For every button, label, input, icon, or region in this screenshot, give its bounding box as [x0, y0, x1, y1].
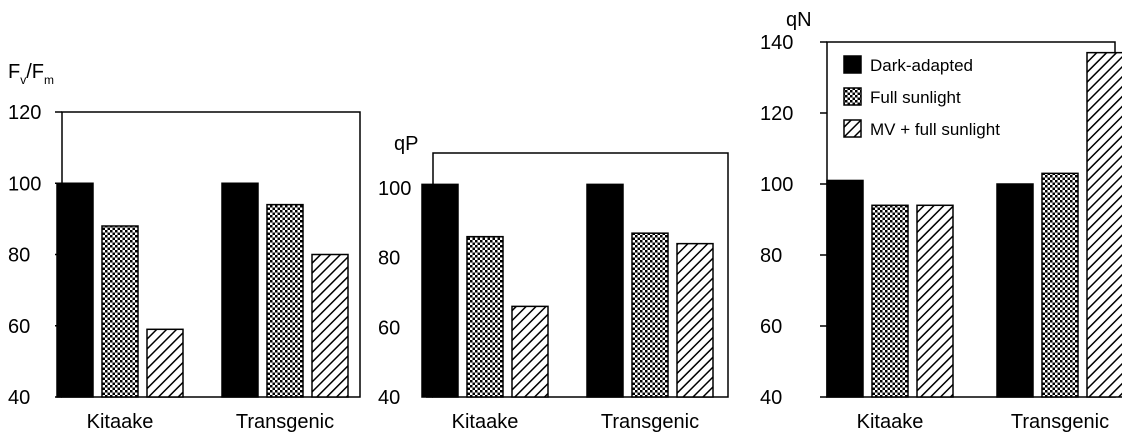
y-tick-label: 100: [8, 173, 41, 195]
panel-fvfm: Fv/Fm 40 60 80 100 120 Kitaake Transgenic: [8, 61, 361, 433]
x-ticks: Kitaake Transgenic: [452, 411, 699, 433]
x-ticks: Kitaake Transgenic: [87, 411, 334, 433]
bar-transgenic-dark-adapted: [221, 182, 259, 398]
bar-kitaake-dark-adapted: [826, 179, 864, 398]
bar-kitaake-mv-full-sunlight: [511, 305, 549, 398]
y-tick-label: 80: [378, 248, 400, 270]
legend-item-dark-adapted: Dark-adapted: [843, 55, 973, 75]
panel-qn: qN 40 60 80 100 120 140 Kitaake Transgenic Dar…: [760, 9, 1122, 433]
y-axis-label: qP: [394, 133, 418, 155]
legend-swatch-hatch: [843, 119, 862, 138]
y-tick-label: 80: [8, 245, 30, 267]
legend-label: Full sunlight: [870, 88, 961, 107]
y-tick-label: 100: [760, 174, 793, 196]
bar-transgenic-dark-adapted: [586, 183, 624, 398]
y-tick-label: 60: [760, 316, 782, 338]
bar-transgenic-full-sunlight: [1041, 172, 1079, 398]
x-ticks: Kitaake Transgenic: [857, 411, 1109, 433]
y-tick-label: 100: [378, 178, 411, 200]
panel-qp: qP 40 60 80 100 Kitaake Transgenic: [378, 133, 729, 433]
bars: [56, 182, 349, 398]
y-axis-label: Fv/Fm: [8, 61, 54, 87]
bar-kitaake-mv-full-sunlight: [916, 204, 954, 398]
bar-kitaake-dark-adapted: [56, 182, 94, 398]
y-tick-label: 140: [760, 32, 793, 54]
y-tick-label: 120: [760, 103, 793, 125]
x-tick-label: Kitaake: [452, 411, 519, 433]
y-ticks: 40 60 80 100 120: [8, 102, 62, 409]
y-tick-label: 120: [8, 102, 41, 124]
legend-item-mv-full-sunlight: MV + full sunlight: [843, 119, 1000, 139]
legend-label: Dark-adapted: [870, 56, 973, 75]
bar-transgenic-full-sunlight: [266, 203, 304, 398]
bar-kitaake-full-sunlight: [101, 225, 139, 398]
bar-transgenic-mv-full-sunlight: [311, 253, 349, 398]
bar-kitaake-full-sunlight: [466, 235, 504, 398]
legend-swatch-solid: [843, 55, 862, 74]
x-tick-label: Transgenic: [601, 411, 699, 433]
legend: Dark-adapted Full sunlight MV + full sun…: [843, 55, 1000, 139]
bars: [826, 51, 1122, 398]
y-tick-label: 60: [8, 316, 30, 338]
legend-label: MV + full sunlight: [870, 120, 1000, 139]
y-tick-label: 80: [760, 245, 782, 267]
x-tick-label: Kitaake: [87, 411, 154, 433]
bars: [421, 183, 714, 398]
bar-transgenic-full-sunlight: [631, 232, 669, 398]
bar-transgenic-dark-adapted: [996, 183, 1034, 398]
bar-transgenic-mv-full-sunlight: [1086, 51, 1122, 398]
bar-transgenic-mv-full-sunlight: [676, 242, 714, 398]
y-ticks: 40 60 80 100 120 140: [760, 32, 827, 409]
bar-kitaake-dark-adapted: [421, 183, 459, 398]
x-tick-label: Transgenic: [1011, 411, 1109, 433]
y-tick-label: 60: [378, 317, 400, 339]
y-tick-label: 40: [760, 387, 782, 409]
y-tick-label: 40: [378, 387, 400, 409]
x-tick-label: Transgenic: [236, 411, 334, 433]
x-tick-label: Kitaake: [857, 411, 924, 433]
bar-kitaake-mv-full-sunlight: [146, 328, 184, 398]
y-axis-label: qN: [786, 9, 812, 31]
bar-kitaake-full-sunlight: [871, 204, 909, 398]
legend-item-full-sunlight: Full sunlight: [843, 87, 961, 107]
y-tick-label: 40: [8, 387, 30, 409]
legend-swatch-checker: [843, 87, 862, 106]
